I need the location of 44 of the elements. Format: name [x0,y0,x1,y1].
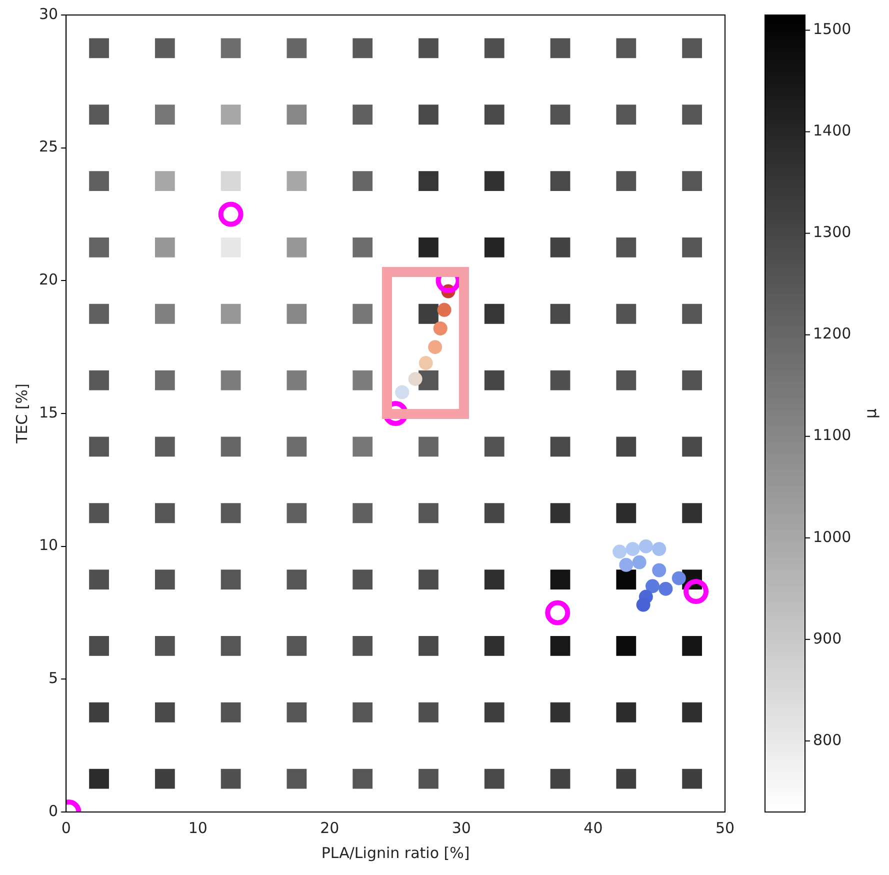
color-bar-title: μ [861,408,880,419]
point [638,539,653,554]
color-bar-label: 1100 [813,426,852,444]
y-tick-label: 10 [38,536,58,554]
x-tick-label: 50 [715,818,735,837]
point [418,356,433,370]
point [612,544,627,559]
y-axis-title: TEC [%] [12,384,31,444]
point [433,321,448,336]
point [408,372,422,386]
x-tick-label: 0 [61,818,71,837]
color-bar-label: 1400 [813,122,852,140]
point [626,542,640,556]
point [632,555,646,570]
color-bar-label: 800 [813,730,842,749]
point [646,579,660,594]
x-axis-title: PLA/Lignin ratio [%] [321,844,470,862]
x-tick-label: 10 [188,818,208,837]
x-tick-label: 20 [320,818,340,837]
y-tick-label: 15 [38,403,58,422]
point [395,385,410,400]
y-tick-label: 20 [38,270,58,289]
point [684,578,709,604]
point [636,598,650,612]
point [672,571,686,586]
x-tick-label: 30 [452,818,471,837]
point [428,340,442,354]
point [437,302,452,317]
color-bar-label: 1000 [813,528,852,546]
x-tick-label: 40 [584,818,603,837]
color-bar-label: 1300 [813,223,852,242]
y-tick-label: 5 [48,669,58,688]
color-bar-label: 900 [813,629,842,648]
point [652,542,666,556]
point [218,202,244,227]
color-bar-label: 1200 [813,324,852,343]
point [545,600,570,626]
point [652,563,666,578]
point [658,582,673,596]
point [619,558,634,572]
y-tick-label: 30 [38,4,58,23]
color-bar-label: 1500 [813,20,852,38]
y-tick-label: 25 [38,138,58,156]
y-tick-label: 0 [48,802,58,820]
